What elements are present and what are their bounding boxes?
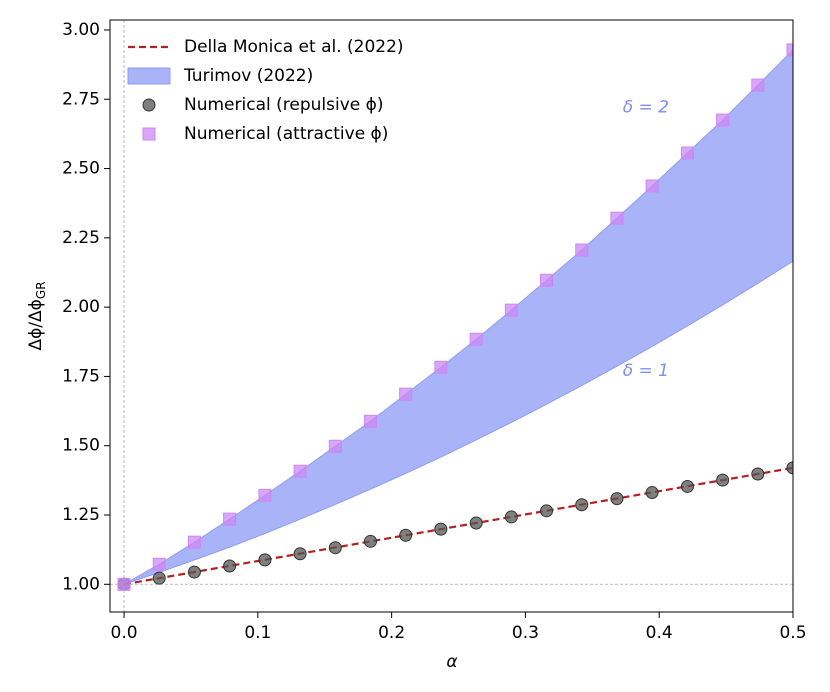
square-point [469,332,483,346]
y-tick-label: 1.75 [62,366,100,386]
circle-point [328,541,342,555]
circle-point [751,467,765,481]
circle-point [258,553,272,567]
square-point [645,179,659,193]
circle-point [363,534,377,548]
y-tick-label: 2.00 [62,297,100,317]
plot-area [110,20,793,612]
square-point [152,557,166,571]
x-tick-label: 0.3 [512,623,539,643]
x-tick-label: 0.5 [779,623,806,643]
y-tick-label: 2.25 [62,228,100,248]
square-point [328,439,342,453]
square-point [399,387,413,401]
circle-point [680,479,694,493]
circle-point [293,547,307,561]
circle-point [469,516,483,530]
circle-point [645,486,659,500]
legend-label: Della Monica et al. (2022) [184,37,404,57]
square-point [363,414,377,428]
square-point [716,113,730,127]
circle-point [575,498,589,512]
square-point [610,211,624,225]
annotation: δ = 2 [623,98,669,118]
square-point [293,464,307,478]
x-tick-label: 0.0 [111,623,138,643]
square-point [223,512,237,526]
circle-point [786,461,793,475]
legend-label: Turimov (2022) [183,66,313,86]
axes-frame [109,19,794,613]
y-axis-label-main: Δϕ/Δϕ [26,299,46,350]
y-axis-label-sub: GR [34,281,48,299]
circle-point [187,565,201,579]
y-tick-label: 2.50 [62,159,100,179]
x-tick-label: 0.4 [646,623,673,643]
square-point [504,303,518,317]
y-tick-label: 2.75 [62,89,100,109]
band [123,49,793,585]
x-tick-label: 0.1 [244,623,271,643]
square-point [540,273,554,287]
y-tick-label: 1.50 [62,436,100,456]
square-point [117,577,131,591]
square-point [786,43,793,57]
square-point [187,535,201,549]
y-tick-label: 3.00 [62,20,100,40]
circle-point [610,492,624,506]
circle-point [223,559,237,573]
y-tick-label: 1.25 [62,505,100,525]
circle-point [716,473,730,487]
square-point [751,78,765,92]
circle-point [504,510,518,524]
x-axis-label: α [446,652,457,672]
square-point [434,360,448,374]
legend-marker [142,98,156,112]
legend-patch [127,67,171,85]
square-point [575,243,589,257]
circle-point [434,522,448,536]
circle-point [540,504,554,518]
circle-point [152,571,166,585]
square-point [680,146,694,160]
circle-point [399,528,413,542]
x-tick-label: 0.2 [378,623,405,643]
square-point [258,488,272,502]
y-tick-label: 1.00 [62,574,100,594]
legend-marker [142,127,156,141]
annotation: δ = 1 [623,361,669,381]
legend-label: Numerical (attractive ϕ) [184,124,388,144]
y-axis-label: Δϕ/ΔϕGR [26,281,48,350]
legend-label: Numerical (repulsive ϕ) [184,95,383,115]
